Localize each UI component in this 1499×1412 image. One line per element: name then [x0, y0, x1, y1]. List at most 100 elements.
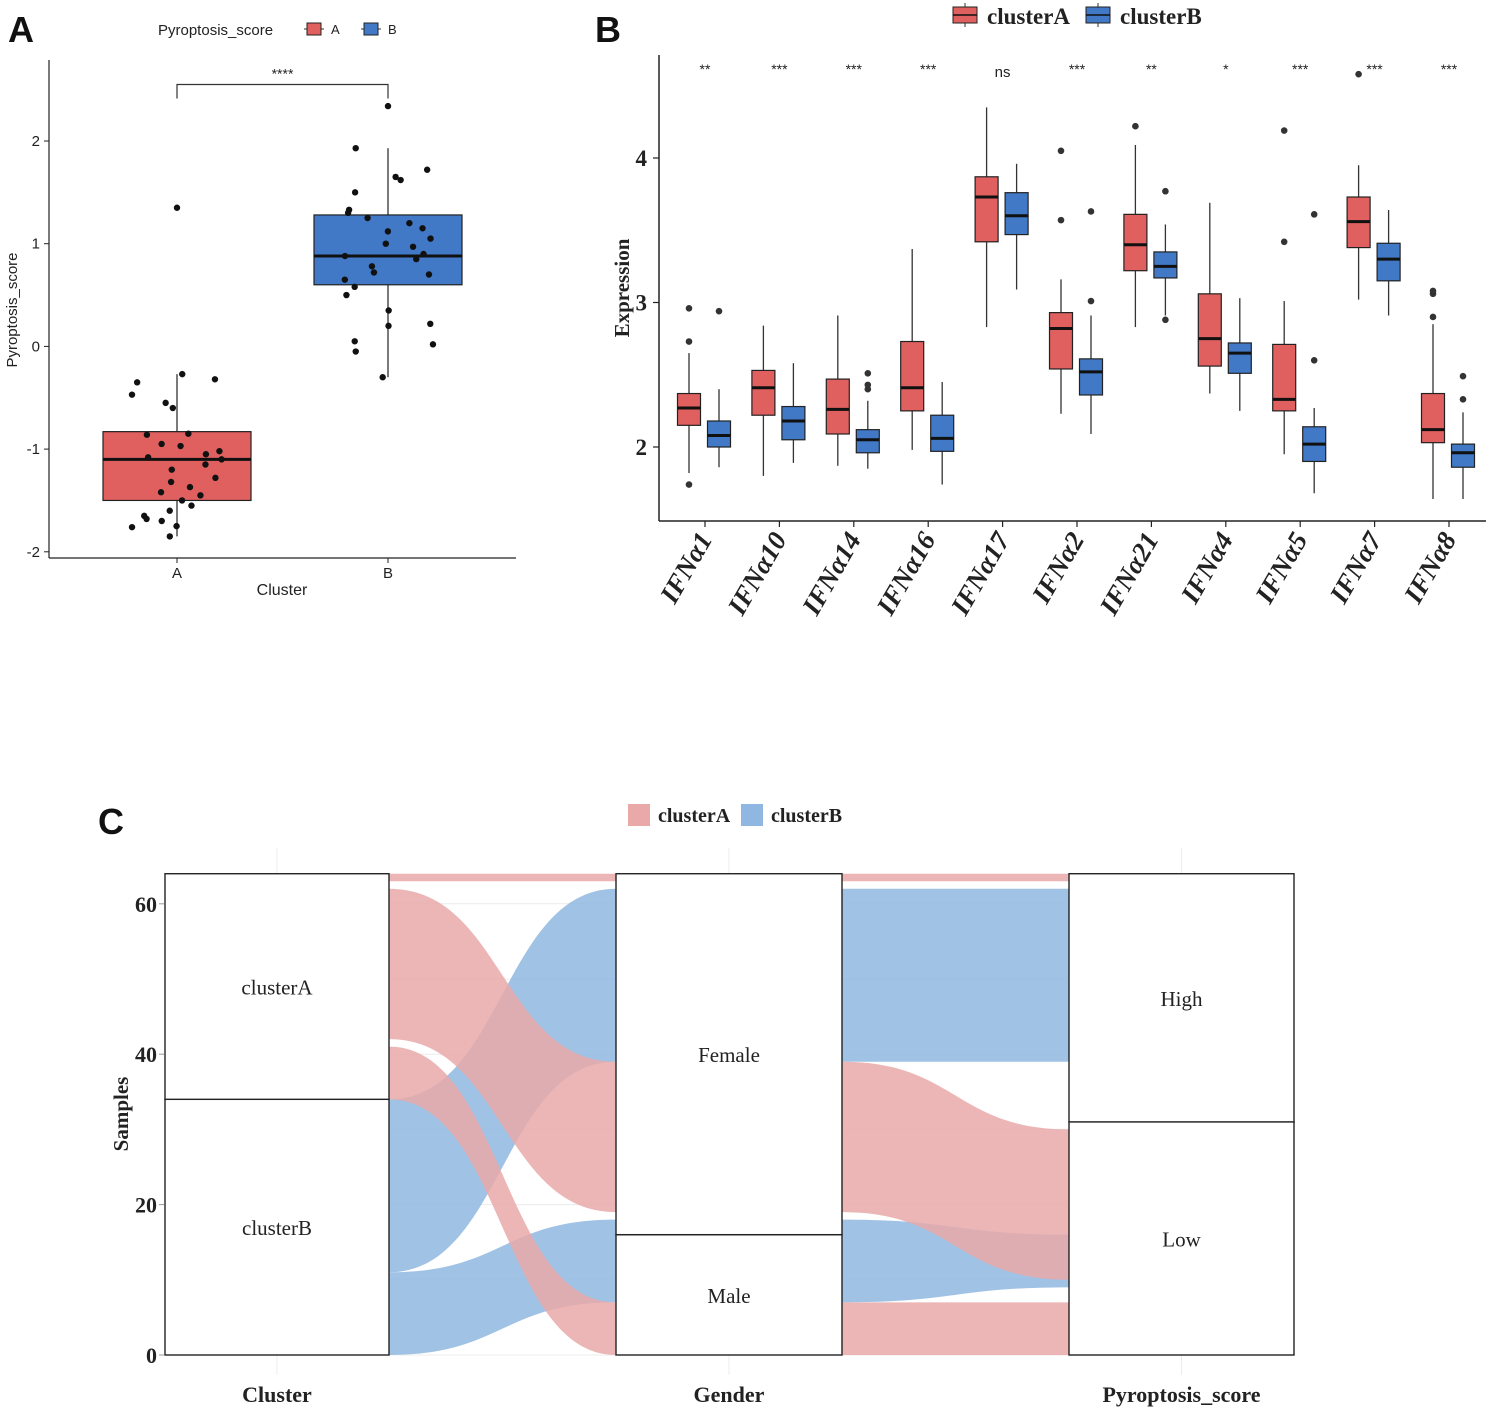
outlier-point	[173, 204, 181, 211]
y-tick-label: -1	[27, 441, 40, 458]
x-tick-label: IFNα2	[1025, 527, 1090, 609]
data-point-B	[341, 276, 349, 283]
x-tick-label: IFNα21	[1093, 527, 1164, 621]
flow-band-clusterA	[842, 1302, 1069, 1355]
data-point-B	[420, 250, 427, 258]
significance-label: *	[1223, 61, 1229, 77]
data-point-A	[202, 451, 210, 458]
significance-label: **	[1146, 61, 1157, 77]
x-tick-label: IFNα5	[1249, 527, 1314, 609]
flow-band-clusterB	[842, 888, 1069, 1062]
flow-band-clusterA	[842, 873, 1069, 882]
significance-label: ***	[920, 61, 937, 77]
outlier-point	[1355, 70, 1362, 78]
outlier-point	[864, 381, 872, 389]
data-point-A	[162, 399, 169, 407]
data-point-A	[143, 431, 151, 438]
data-point-B	[352, 348, 359, 355]
stratum-box	[164, 1098, 390, 1356]
outlier-point	[1280, 127, 1288, 134]
flow-band-clusterA	[389, 1046, 616, 1355]
legend-b-label-clusterB: clusterB	[1120, 4, 1202, 29]
data-point-B	[352, 144, 359, 152]
x-axis-title: Cluster	[257, 582, 308, 599]
data-point-B	[382, 240, 390, 247]
legend-b-label-clusterA: clusterA	[987, 4, 1070, 29]
data-point-B	[406, 219, 413, 227]
data-point-A	[166, 533, 174, 540]
y-tick-label: 0	[146, 1343, 157, 1368]
data-point-A	[167, 478, 175, 486]
x-axis-label: Pyroptosis_score	[1102, 1382, 1260, 1407]
y-tick-label: 2	[636, 435, 648, 460]
panel-label-a: A	[8, 9, 34, 50]
box-clusterA-box	[751, 369, 776, 416]
panel-b-boxplot: clusterA clusterB 2 3 4 Expression IFNα1 ** IFNα…	[610, 3, 1486, 621]
box-clusterB-box	[1376, 242, 1401, 282]
legend-a-title: Pyroptosis_score	[158, 22, 273, 39]
y-axis-title: Pyroptosis_score	[4, 252, 21, 367]
data-point-B	[425, 271, 433, 278]
outlier-point	[1310, 211, 1318, 218]
stratum-box	[615, 873, 843, 1236]
outlier-point	[1087, 297, 1095, 305]
outlier-point	[384, 102, 392, 110]
flow-band-clusterA	[389, 873, 616, 882]
panel-a-boxplot: Pyroptosis_score A B -2 -1 0 1 2 A B Cluster Pyropt…	[4, 22, 516, 599]
data-point-A	[218, 456, 225, 463]
data-point-B	[351, 189, 359, 196]
x-tick-label: IFNα7	[1323, 526, 1388, 609]
data-point-B	[344, 209, 352, 217]
box-clusterB-box	[930, 414, 955, 452]
data-point-B	[385, 307, 392, 314]
box-clusterA-box	[1272, 343, 1297, 412]
box-A-box	[102, 431, 252, 502]
y-tick-label: 0	[32, 338, 40, 355]
outlier-point	[1057, 216, 1065, 224]
flow-band-clusterA	[842, 1061, 1069, 1280]
data-point-B	[409, 243, 417, 250]
x-tick-label: IFNα14	[796, 527, 867, 621]
y-tick-label: 60	[135, 892, 157, 917]
data-point-A	[168, 466, 175, 473]
data-point-A	[128, 391, 136, 398]
box-clusterA-box	[1123, 213, 1148, 272]
legend-a-label-A: A	[331, 22, 340, 37]
y-tick-label: 40	[135, 1042, 157, 1067]
data-point-B	[419, 225, 426, 232]
stratum-label: High	[1161, 987, 1204, 1011]
outlier-point	[1162, 316, 1169, 324]
significance-label: ***	[1292, 61, 1309, 77]
panel-label-b: B	[595, 9, 621, 50]
box-clusterA-box	[974, 176, 999, 243]
stratum-label: clusterA	[241, 976, 313, 1000]
panel-c-alluvial: clusterA clusterB 0 20 40 60 Samples clusterB cl…	[109, 804, 1295, 1407]
data-point-A	[157, 489, 165, 496]
x-tick-label: B	[383, 565, 393, 582]
legend-a-label-B: B	[388, 22, 397, 37]
box-clusterA-box	[900, 340, 925, 412]
legend-a-key-B	[363, 22, 379, 36]
data-point-B	[392, 173, 399, 181]
data-point-A	[158, 517, 165, 525]
y-tick-label: 3	[636, 291, 648, 316]
y-tick-label: 20	[135, 1193, 157, 1218]
x-axis-label: Gender	[694, 1382, 765, 1407]
data-point-A	[202, 461, 209, 468]
outlier-point	[1310, 357, 1318, 364]
outlier-point	[1280, 238, 1288, 246]
data-point-B	[370, 269, 378, 276]
outlier-point	[685, 304, 693, 312]
outlier-point	[685, 338, 693, 345]
x-tick-label: IFNα1	[653, 527, 718, 609]
data-point-A	[177, 442, 184, 450]
data-point-B	[429, 341, 437, 348]
data-point-A	[186, 483, 194, 491]
y-axis-title: Samples	[109, 1077, 133, 1152]
outlier-point	[1429, 287, 1437, 295]
significance-bracket	[176, 83, 389, 99]
data-point-B	[351, 338, 358, 345]
outlier-point	[1459, 396, 1467, 403]
data-point-B	[385, 322, 392, 330]
flow-band-clusterA	[389, 888, 616, 1213]
